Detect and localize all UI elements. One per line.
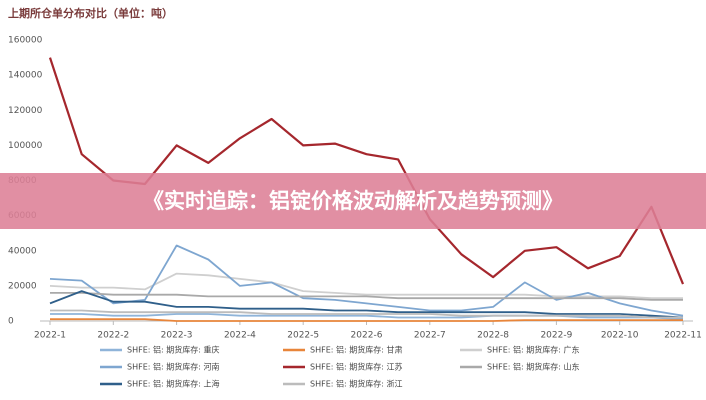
- legend-label: SHFE: 铝: 期货库存: 重庆: [127, 345, 219, 355]
- series-line: [49, 290, 684, 319]
- x-tick-label: 2022-3: [161, 331, 193, 341]
- x-tick-label: 2022-1: [34, 331, 66, 341]
- x-tick-label: 2022-7: [414, 331, 446, 341]
- banner-text: 《实时追踪：铝锭价格波动解析及趋势预测》: [143, 189, 563, 213]
- x-tick-label: 2022-8: [477, 331, 509, 341]
- legend-label: SHFE: 铝: 期货库存: 浙江: [310, 379, 402, 389]
- y-tick-label: 100000: [8, 141, 43, 151]
- y-tick-label: 140000: [8, 71, 43, 81]
- y-tick-label: 120000: [8, 106, 43, 116]
- legend-label: SHFE: 铝: 期货库存: 广东: [487, 345, 579, 355]
- y-tick-label: 160000: [8, 36, 43, 46]
- series-line: [49, 244, 684, 317]
- y-tick-label: 0: [8, 317, 14, 327]
- legend-label: SHFE: 铝: 期货库存: 山东: [487, 362, 579, 372]
- legend-label: SHFE: 铝: 期货库存: 上海: [127, 379, 219, 389]
- legend-label: SHFE: 铝: 期货库存: 江苏: [310, 362, 402, 372]
- x-tick-label: 2022-9: [540, 331, 572, 341]
- x-tick-label: 2022-5: [287, 331, 319, 341]
- legend-label: SHFE: 铝: 期货库存: 河南: [127, 362, 219, 372]
- series-line: [50, 309, 683, 319]
- plot: 0200004000060000800001000001200001400001…: [8, 36, 702, 389]
- series-line: [50, 318, 683, 322]
- legend-label: SHFE: 铝: 期货库存: 甘肃: [310, 345, 402, 355]
- x-tick-label: 2022-11: [664, 331, 702, 341]
- series-line: [50, 313, 684, 321]
- x-tick-label: 2022-6: [351, 331, 383, 341]
- x-tick-label: 2022-10: [601, 331, 639, 341]
- y-tick-label: 40000: [8, 246, 37, 256]
- series-line: [49, 272, 683, 300]
- y-tick-label: 20000: [8, 281, 37, 291]
- banner-band: [0, 173, 706, 229]
- x-tick-label: 2022-4: [224, 331, 256, 341]
- chart-title: 上期所仓单分布对比（单位：吨）: [8, 6, 173, 20]
- x-tick-label: 2022-2: [97, 331, 129, 341]
- series-line: [50, 292, 683, 301]
- series-line: [48, 57, 685, 285]
